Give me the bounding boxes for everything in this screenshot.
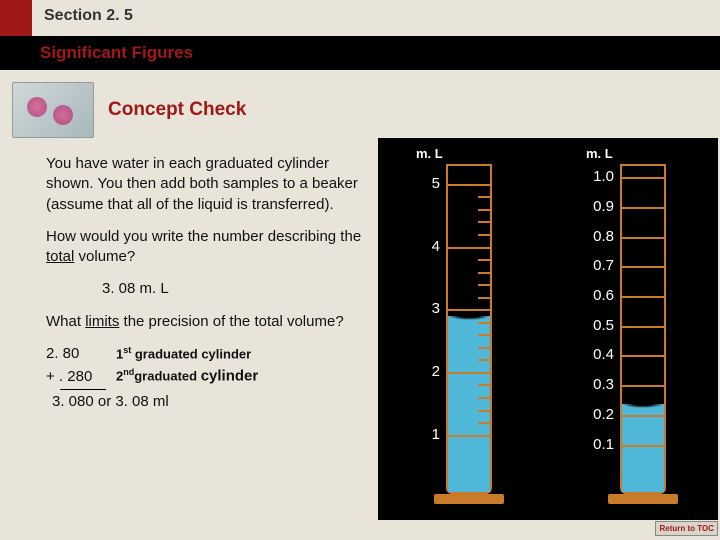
calculation: 2. 80 1st graduated cylinder + . 280 2nd… [46, 344, 366, 412]
cyl1-ticks [446, 164, 492, 494]
answer-1: 3. 08 m. L [46, 279, 366, 299]
calc-row-1: 2. 80 1st graduated cylinder [46, 344, 366, 365]
calc-result: 3. 080 or 3. 08 ml [46, 392, 366, 412]
question-2: What limits the precision of the total v… [46, 312, 366, 332]
subtitle-bar: Significant Figures [0, 36, 720, 70]
return-button[interactable]: Return to TOC [655, 521, 718, 536]
concept-row: Concept Check [0, 70, 720, 146]
concept-title: Concept Check [108, 99, 246, 121]
concept-thumbnail [12, 82, 94, 138]
red-accent [0, 0, 32, 36]
question-1: How would you write the number describin… [46, 227, 366, 268]
cylinder-1: m. L 54321 [398, 146, 518, 510]
cylinder-area: m. L 54321 m. L 1.00.90.80.70.60.50.40.3… [378, 138, 718, 520]
cyl1-base [434, 494, 504, 504]
section-label: Section 2. 5 [32, 0, 145, 36]
content-block: You have water in each graduated cylinde… [46, 154, 366, 412]
calc-row-2: + . 280 2ndgraduated cylinder [46, 366, 366, 387]
cylinder-2: m. L 1.00.90.80.70.60.50.40.30.20.1 [572, 146, 692, 510]
subtitle: Significant Figures [40, 43, 193, 63]
cyl2-ticks [620, 164, 666, 494]
calc-divider [60, 389, 106, 390]
header-bar: Section 2. 5 [0, 0, 720, 36]
cyl1-unit: m. L [416, 146, 443, 161]
cyl2-unit: m. L [586, 146, 613, 161]
cyl2-base [608, 494, 678, 504]
intro-text: You have water in each graduated cylinde… [46, 154, 366, 215]
